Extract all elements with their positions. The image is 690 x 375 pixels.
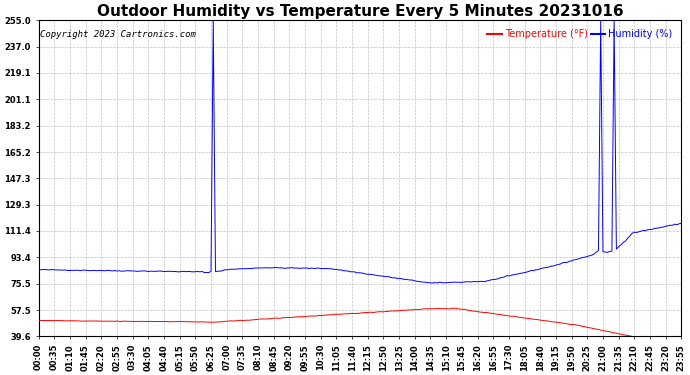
Legend: Temperature (°F), Humidity (%): Temperature (°F), Humidity (%) [484, 25, 676, 43]
Title: Outdoor Humidity vs Temperature Every 5 Minutes 20231016: Outdoor Humidity vs Temperature Every 5 … [97, 4, 623, 19]
Text: Copyright 2023 Cartronics.com: Copyright 2023 Cartronics.com [40, 30, 196, 39]
